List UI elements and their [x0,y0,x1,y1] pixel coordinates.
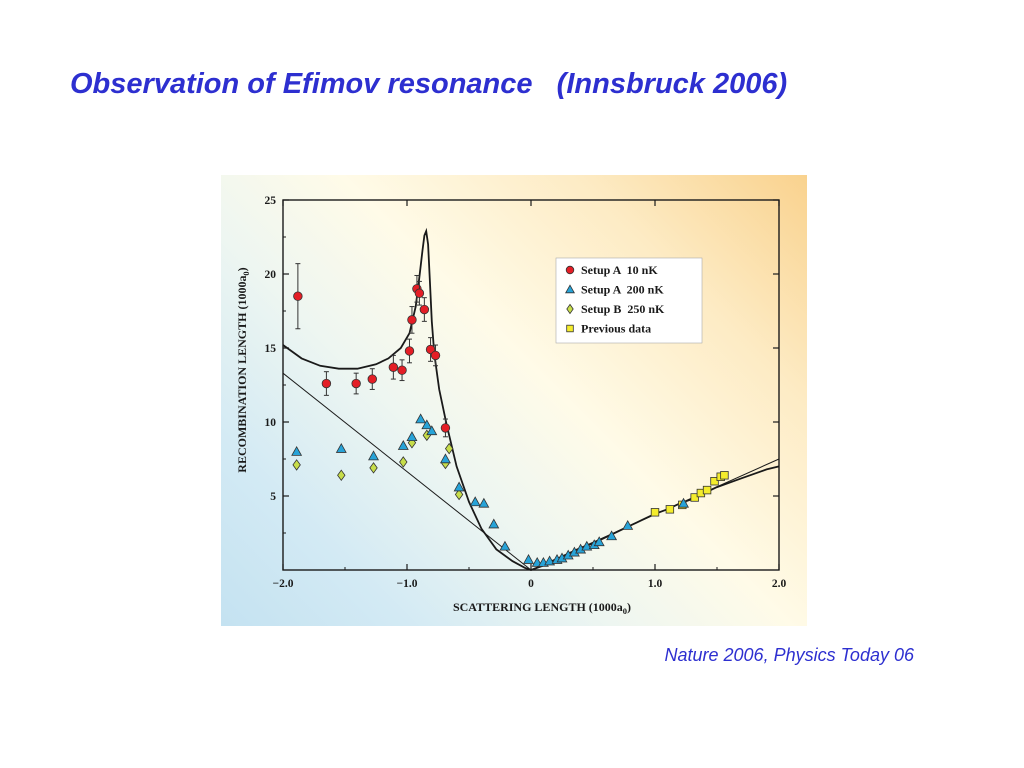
data-point [414,288,425,298]
y-axis-title: RECOMBINATION LENGTH (1000a0) [235,267,251,472]
data-point [407,436,417,449]
data-point [419,304,430,315]
data-point [606,530,618,541]
data-point [406,431,418,442]
x-axis-title: SCATTERING LENGTH (1000a0) [453,600,631,616]
efimov-figure: −2.0 −1.0 0 1.0 2.0 5 10 15 20 25 SCATTERING LENG… [221,175,807,626]
data-points [291,263,729,567]
data-point [478,497,490,508]
data-point [523,554,535,564]
legend-label: Previous data [581,322,651,336]
data-point [399,456,408,468]
data-point [351,378,361,389]
y-tick-label: 10 [265,417,277,429]
data-point [439,453,451,464]
data-point [335,443,347,453]
series-setup-a-200nk [291,413,690,567]
data-point [702,485,712,495]
data-point [321,378,332,389]
data-point [293,291,303,301]
data-point [430,350,441,361]
data-point [415,413,427,424]
chart-legend: Setup A 10 nK Setup A 200 nK Setup B 250 n… [555,257,703,344]
legend-label: Setup A 10 nK [581,263,658,277]
data-point [440,423,451,433]
data-point [650,508,660,517]
data-point [544,555,556,566]
legend-marker [566,324,574,333]
data-point [453,481,465,492]
data-point [710,476,719,486]
data-point [397,440,409,450]
data-point [421,419,433,430]
recombination-chart: −2.0 −1.0 0 1.0 2.0 5 10 15 20 25 SCATTERING LENG… [235,195,787,616]
axis-ticks: −2.0 −1.0 0 1.0 2.0 5 10 15 20 25 [265,195,787,590]
universal-line-negative [282,372,532,571]
legend-label: Setup A 200 nK [581,283,664,297]
y-tick-label: 20 [265,269,277,281]
resonance-fit-curve [282,227,780,571]
data-point [454,488,464,501]
data-point [425,344,436,355]
series-setup-a-10nk [293,263,451,438]
data-point [397,365,407,375]
data-point [581,540,593,551]
theory-curves [282,227,780,571]
y-tick-label: 15 [265,343,277,355]
data-point [292,459,301,471]
data-point [368,450,380,461]
data-point [720,471,729,480]
series-setup-b-250nk [292,429,464,501]
data-point [369,462,378,474]
x-tick-label: 1.0 [648,578,663,590]
legend-marker [565,284,575,294]
citation: Nature 2006, Physics Today 06 [664,645,915,665]
x-tick-label: 2.0 [772,578,787,590]
data-point [426,425,438,436]
x-tick-label: 0 [528,578,534,590]
x-tick-label: −1.0 [397,578,418,590]
data-point [593,536,605,547]
data-point [678,497,690,508]
legend-label: Setup B 250 nK [581,302,665,316]
x-tick-label: −2.0 [273,578,294,590]
data-point [469,496,481,507]
data-point [665,505,675,514]
data-point [690,493,699,502]
data-point [291,445,303,456]
data-point [388,362,399,372]
legend-box [555,257,703,344]
data-point [337,469,346,482]
y-tick-label: 25 [265,195,277,207]
legend-marker [565,265,575,275]
data-point [404,346,415,356]
data-point [488,518,500,529]
data-point [622,519,634,530]
data-point [407,315,417,325]
legend-marker [566,303,574,315]
series-previous [650,471,729,517]
slide-title: Observation of Efimov resonance (Innsbru… [70,68,788,100]
y-tick-label: 5 [270,491,276,503]
data-point [499,540,511,551]
data-point [367,374,377,384]
data-point [444,442,454,455]
